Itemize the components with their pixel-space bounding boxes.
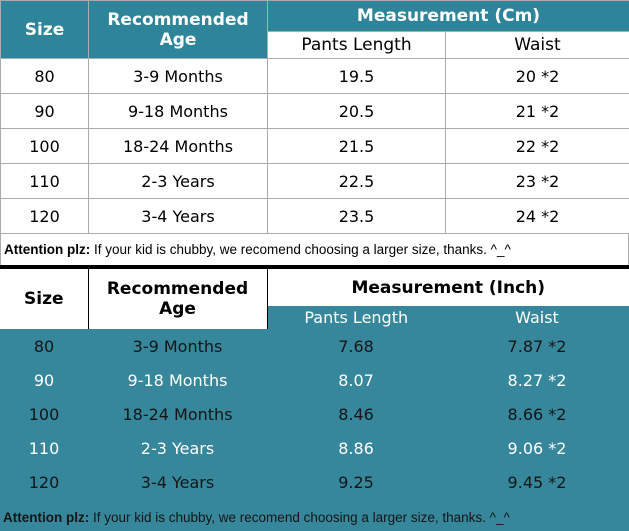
pants-length-cell: 9.25 bbox=[267, 465, 445, 499]
age-cell: 9-18 Months bbox=[88, 363, 267, 397]
waist-cell: 22 *2 bbox=[445, 128, 629, 164]
attention-note-inch: Attention plz: If your kid is chubby, we… bbox=[0, 499, 629, 531]
size-cell: 80 bbox=[0, 329, 88, 363]
header-row-main: Size Recommended Age Measurement (Inch) bbox=[0, 269, 629, 329]
age-cell: 2-3 Years bbox=[88, 163, 268, 199]
age-cell: 18-24 Months bbox=[88, 397, 267, 431]
table-row: 120 3-4 Years 9.25 9.45 *2 bbox=[0, 465, 629, 499]
size-cell: 100 bbox=[0, 128, 89, 164]
waist-cell: 8.66 *2 bbox=[445, 397, 629, 431]
size-header: Size bbox=[0, 0, 89, 59]
recommended-age-header: Recommended Age bbox=[88, 0, 268, 59]
waist-cell: 23 *2 bbox=[445, 163, 629, 199]
pants-length-cell: 23.5 bbox=[267, 198, 446, 234]
table-row: 90 9-18 Months 20.5 21 *2 bbox=[0, 93, 629, 129]
age-cell: 3-9 Months bbox=[88, 58, 268, 94]
waist-header: Waist bbox=[445, 31, 629, 59]
pants-length-cell: 22.5 bbox=[267, 163, 446, 199]
waist-cell: 20 *2 bbox=[445, 58, 629, 94]
recommended-age-header: Recommended Age bbox=[88, 269, 268, 329]
age-cell: 2-3 Years bbox=[88, 431, 267, 465]
size-header: Size bbox=[0, 269, 89, 329]
measurement-cm-header: Measurement (Cm) bbox=[267, 0, 629, 32]
pants-length-cell: 19.5 bbox=[267, 58, 446, 94]
size-cell: 120 bbox=[0, 465, 88, 499]
measurement-inch-header: Measurement (Inch) bbox=[267, 269, 629, 306]
pants-length-cell: 21.5 bbox=[267, 128, 446, 164]
size-cell: 80 bbox=[0, 58, 89, 94]
waist-cell: 9.06 *2 bbox=[445, 431, 629, 465]
pants-length-header: Pants Length bbox=[267, 306, 445, 329]
waist-cell: 7.87 *2 bbox=[445, 329, 629, 363]
waist-cell: 8.27 *2 bbox=[445, 363, 629, 397]
table-row: 110 2-3 Years 22.5 23 *2 bbox=[0, 163, 629, 199]
size-cell: 120 bbox=[0, 198, 89, 234]
attention-text: If your kid is chubby, we recomend choos… bbox=[89, 510, 510, 525]
waist-cell: 9.45 *2 bbox=[445, 465, 629, 499]
age-cell: 3-4 Years bbox=[88, 465, 267, 499]
header-row-sub: Pants Length Waist bbox=[0, 306, 629, 329]
table-row: 100 18-24 Months 8.46 8.66 *2 bbox=[0, 397, 629, 431]
table-row: 90 9-18 Months 8.07 8.27 *2 bbox=[0, 363, 629, 397]
pants-length-cell: 8.07 bbox=[267, 363, 445, 397]
age-cell: 18-24 Months bbox=[88, 128, 268, 164]
pants-length-header: Pants Length bbox=[267, 31, 446, 59]
age-cell: 3-9 Months bbox=[88, 329, 267, 363]
age-cell: 9-18 Months bbox=[88, 93, 268, 129]
pants-length-cell: 8.46 bbox=[267, 397, 445, 431]
attention-text: If your kid is chubby, we recomend choos… bbox=[90, 242, 511, 257]
table-row: 80 3-9 Months 19.5 20 *2 bbox=[0, 58, 629, 94]
pants-length-cell: 20.5 bbox=[267, 93, 446, 129]
table-row: 110 2-3 Years 8.86 9.06 *2 bbox=[0, 431, 629, 465]
attention-label: Attention plz: bbox=[4, 242, 91, 257]
table-row: 120 3-4 Years 23.5 24 *2 bbox=[0, 198, 629, 234]
size-cell: 100 bbox=[0, 397, 88, 431]
age-cell: 3-4 Years bbox=[88, 198, 268, 234]
waist-header: Waist bbox=[445, 306, 629, 329]
attention-label: Attention plz: bbox=[3, 510, 90, 525]
size-cell: 90 bbox=[0, 363, 88, 397]
attention-note-cm: Attention plz: If your kid is chubby, we… bbox=[0, 234, 629, 265]
pants-length-cell: 7.68 bbox=[267, 329, 445, 363]
size-table-cm: Size Recommended Age Measurement (Cm) Pa… bbox=[0, 0, 629, 234]
table-row: 80 3-9 Months 7.68 7.87 *2 bbox=[0, 329, 629, 363]
header-row-main: Size Recommended Age Measurement (Cm) bbox=[0, 0, 629, 59]
size-cell: 90 bbox=[0, 93, 89, 129]
section-divider bbox=[0, 265, 629, 269]
size-cell: 110 bbox=[0, 163, 89, 199]
size-table-inch: Size Recommended Age Measurement (Inch) … bbox=[0, 269, 629, 499]
waist-cell: 24 *2 bbox=[445, 198, 629, 234]
table-row: 100 18-24 Months 21.5 22 *2 bbox=[0, 128, 629, 164]
waist-cell: 21 *2 bbox=[445, 93, 629, 129]
size-cell: 110 bbox=[0, 431, 88, 465]
pants-length-cell: 8.86 bbox=[267, 431, 445, 465]
